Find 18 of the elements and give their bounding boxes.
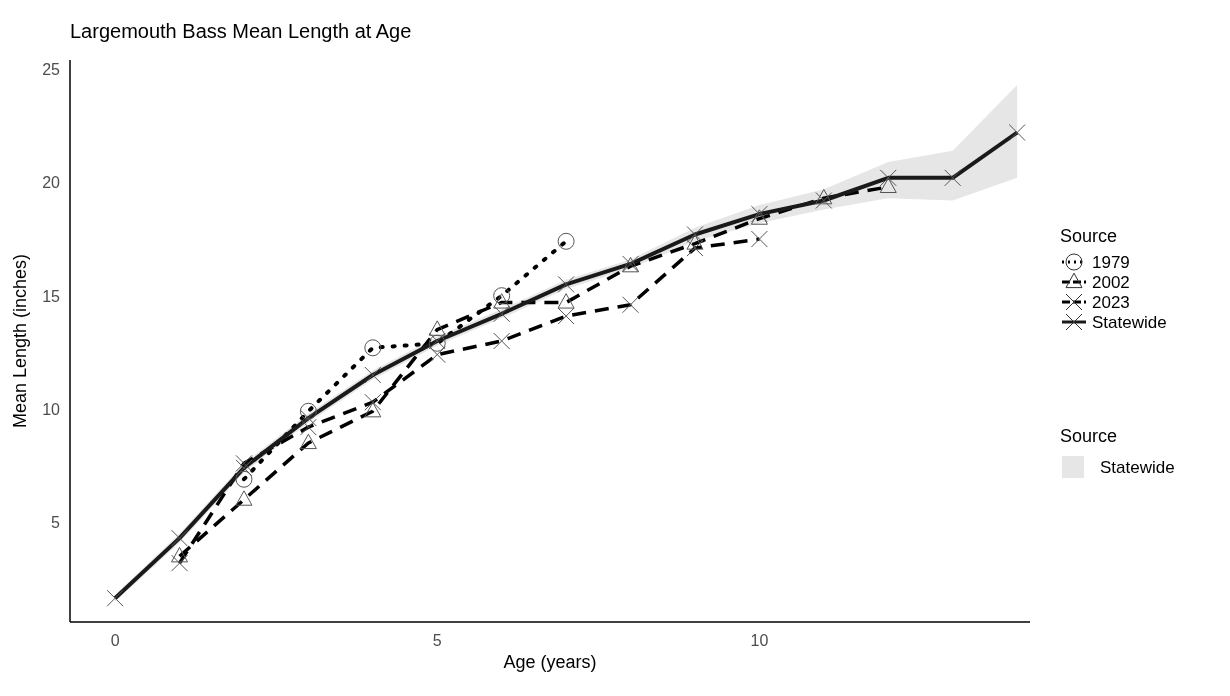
y-tick-label: 20 — [42, 174, 61, 192]
x-tick-label: 5 — [432, 632, 442, 649]
legend-label: Statewide — [1092, 313, 1167, 332]
x-axis-title: Age (years) — [503, 652, 597, 672]
legend-label: 2002 — [1092, 273, 1130, 292]
chart-title: Largemouth Bass Mean Length at Age — [70, 20, 412, 42]
y-tick-label: 10 — [42, 400, 61, 418]
y-tick-label: 15 — [42, 287, 61, 305]
text: Statewide — [1100, 458, 1175, 477]
x-tick-label: 10 — [750, 632, 769, 649]
legend-title: Source — [1060, 226, 1118, 246]
legend-label: 1979 — [1092, 253, 1130, 272]
y-tick-label: 25 — [42, 61, 61, 79]
y-axis-title: Mean Length (inches) — [10, 253, 30, 429]
legend-label: 2023 — [1092, 293, 1130, 312]
x-tick-label: 0 — [110, 632, 120, 649]
text: Source — [1060, 426, 1118, 446]
y-tick-label: 5 — [51, 514, 61, 532]
